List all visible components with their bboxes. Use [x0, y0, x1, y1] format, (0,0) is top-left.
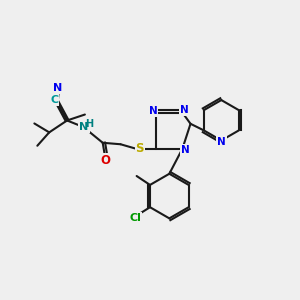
Text: N: N: [217, 137, 226, 147]
Text: Cl: Cl: [129, 213, 141, 223]
Text: N: N: [52, 83, 62, 93]
Text: N: N: [181, 145, 190, 155]
Text: N: N: [149, 106, 158, 116]
Text: N: N: [179, 105, 188, 115]
Text: C: C: [50, 95, 58, 105]
Text: O: O: [101, 154, 111, 167]
Text: H: H: [85, 119, 93, 129]
Text: N: N: [80, 122, 88, 132]
Text: S: S: [136, 142, 144, 155]
